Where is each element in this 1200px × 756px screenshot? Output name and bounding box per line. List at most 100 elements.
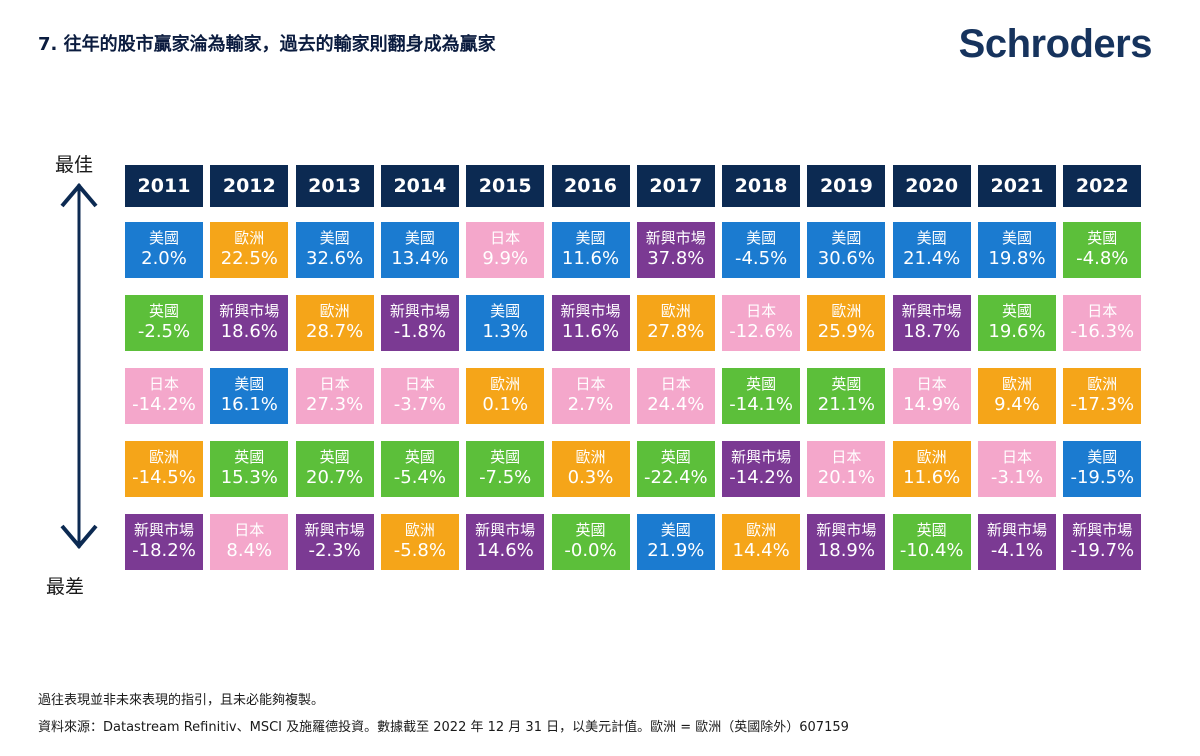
return-cell: 日本 8.4% bbox=[210, 514, 289, 570]
return-cell: 英國 20.7% bbox=[295, 441, 374, 497]
return-value: -5.4% bbox=[393, 467, 446, 488]
return-cell: 歐洲 0.1% bbox=[466, 368, 545, 424]
market-label: 美國 bbox=[319, 229, 350, 247]
return-value: 37.8% bbox=[647, 248, 705, 269]
market-label: 美國 bbox=[1001, 229, 1032, 247]
return-value: -3.1% bbox=[990, 467, 1044, 488]
return-cell: 新興市場 18.7% bbox=[892, 295, 971, 351]
market-label: 日本 bbox=[831, 448, 862, 466]
return-value: 13.4% bbox=[391, 248, 449, 269]
return-cell: 日本 24.4% bbox=[636, 368, 715, 424]
market-label: 日本 bbox=[916, 375, 947, 393]
return-value: 14.4% bbox=[732, 540, 790, 561]
return-value: 14.6% bbox=[476, 540, 534, 561]
market-label: 美國 bbox=[1087, 448, 1118, 466]
market-label: 日本 bbox=[746, 302, 777, 320]
market-label: 新興市場 bbox=[986, 521, 1047, 539]
market-label: 日本 bbox=[1001, 448, 1032, 466]
market-label: 新興市場 bbox=[304, 521, 365, 539]
market-label: 美國 bbox=[148, 229, 179, 247]
market-label: 歐洲 bbox=[660, 302, 691, 320]
return-cell: 新興市場 37.8% bbox=[636, 222, 715, 278]
return-cell: 新興市場 -2.3% bbox=[295, 514, 374, 570]
return-cell: 日本 -3.7% bbox=[380, 368, 459, 424]
return-cell: 美國 1.3% bbox=[466, 295, 545, 351]
return-value: 1.3% bbox=[482, 321, 529, 342]
return-value: -17.3% bbox=[1070, 394, 1135, 415]
market-label: 歐洲 bbox=[234, 229, 265, 247]
return-cell: 歐洲 14.4% bbox=[722, 514, 801, 570]
return-cell: 日本 20.1% bbox=[807, 441, 886, 497]
return-cell: 新興市場 18.9% bbox=[807, 514, 886, 570]
return-cell: 英國 -2.5% bbox=[125, 295, 203, 351]
return-value: -4.5% bbox=[734, 248, 788, 269]
year-header-2020: 2020 bbox=[892, 165, 971, 207]
return-cell: 英國 -22.4% bbox=[636, 441, 715, 497]
best-label: 最佳 bbox=[55, 154, 94, 176]
return-cell: 美國 -4.5% bbox=[722, 222, 801, 278]
return-value: 18.6% bbox=[220, 321, 278, 342]
market-label: 美國 bbox=[404, 229, 435, 247]
double-arrow-icon bbox=[60, 182, 98, 550]
return-value: 18.9% bbox=[817, 540, 875, 561]
return-cell: 歐洲 -17.3% bbox=[1063, 368, 1142, 424]
return-cell: 歐洲 -5.8% bbox=[380, 514, 459, 570]
return-value: 28.7% bbox=[306, 321, 364, 342]
return-value: 20.7% bbox=[306, 467, 364, 488]
market-label: 歐洲 bbox=[404, 521, 435, 539]
return-cell: 日本 -3.1% bbox=[978, 441, 1056, 497]
return-value: -19.7% bbox=[1070, 540, 1135, 561]
market-label: 英國 bbox=[1087, 229, 1118, 247]
market-label: 英國 bbox=[234, 448, 265, 466]
year-header-2016: 2016 bbox=[551, 165, 630, 207]
return-value: -4.8% bbox=[1076, 248, 1129, 269]
return-cell: 歐洲 25.9% bbox=[807, 295, 886, 351]
market-label: 美國 bbox=[490, 302, 521, 320]
return-value: -4.1% bbox=[990, 540, 1044, 561]
return-cell: 美國 21.4% bbox=[892, 222, 971, 278]
return-cell: 美國 19.8% bbox=[978, 222, 1056, 278]
return-cell: 日本 9.9% bbox=[466, 222, 545, 278]
return-value: 22.5% bbox=[220, 248, 278, 269]
market-label: 新興市場 bbox=[133, 521, 194, 539]
return-value: -1.8% bbox=[393, 321, 446, 342]
ranking-table: 2011 2012 2013 2014 2015 2016 2017 2018 2019 2020… bbox=[125, 165, 1142, 570]
return-cell: 歐洲 11.6% bbox=[892, 441, 971, 497]
market-label: 新興市場 bbox=[560, 302, 621, 320]
year-header-2019: 2019 bbox=[807, 165, 886, 207]
return-value: -12.6% bbox=[729, 321, 793, 342]
market-label: 美國 bbox=[660, 521, 691, 539]
return-cell: 日本 -14.2% bbox=[125, 368, 203, 424]
market-label: 歐洲 bbox=[319, 302, 350, 320]
return-value: 16.1% bbox=[220, 394, 278, 415]
year-header-2018: 2018 bbox=[722, 165, 801, 207]
return-cell: 歐洲 9.4% bbox=[978, 368, 1056, 424]
market-label: 新興市場 bbox=[645, 229, 706, 247]
return-value: 24.4% bbox=[647, 394, 705, 415]
return-cell: 日本 -12.6% bbox=[722, 295, 801, 351]
year-header-2017: 2017 bbox=[636, 165, 715, 207]
return-value: 20.1% bbox=[817, 467, 875, 488]
schroders-logo: Schroders bbox=[958, 22, 1153, 66]
return-value: -19.5% bbox=[1070, 467, 1135, 488]
return-value: 2.7% bbox=[567, 394, 614, 415]
market-label: 英國 bbox=[916, 521, 947, 539]
return-value: -16.3% bbox=[1070, 321, 1135, 342]
return-value: -2.3% bbox=[308, 540, 361, 561]
market-label: 美國 bbox=[234, 375, 265, 393]
return-value: 11.6% bbox=[561, 248, 620, 269]
market-label: 歐洲 bbox=[148, 448, 179, 466]
return-cell: 日本 27.3% bbox=[295, 368, 374, 424]
return-cell: 美國 16.1% bbox=[210, 368, 289, 424]
return-value: 21.4% bbox=[903, 248, 961, 269]
market-label: 英國 bbox=[148, 302, 179, 320]
return-value: 19.6% bbox=[988, 321, 1046, 342]
return-cell: 日本 14.9% bbox=[892, 368, 971, 424]
return-value: -3.7% bbox=[393, 394, 446, 415]
market-label: 美國 bbox=[746, 229, 777, 247]
return-cell: 歐洲 -14.5% bbox=[125, 441, 203, 497]
return-value: 27.8% bbox=[647, 321, 705, 342]
return-value: -22.4% bbox=[643, 467, 708, 488]
return-value: 11.6% bbox=[561, 321, 620, 342]
return-value: 9.9% bbox=[482, 248, 529, 269]
